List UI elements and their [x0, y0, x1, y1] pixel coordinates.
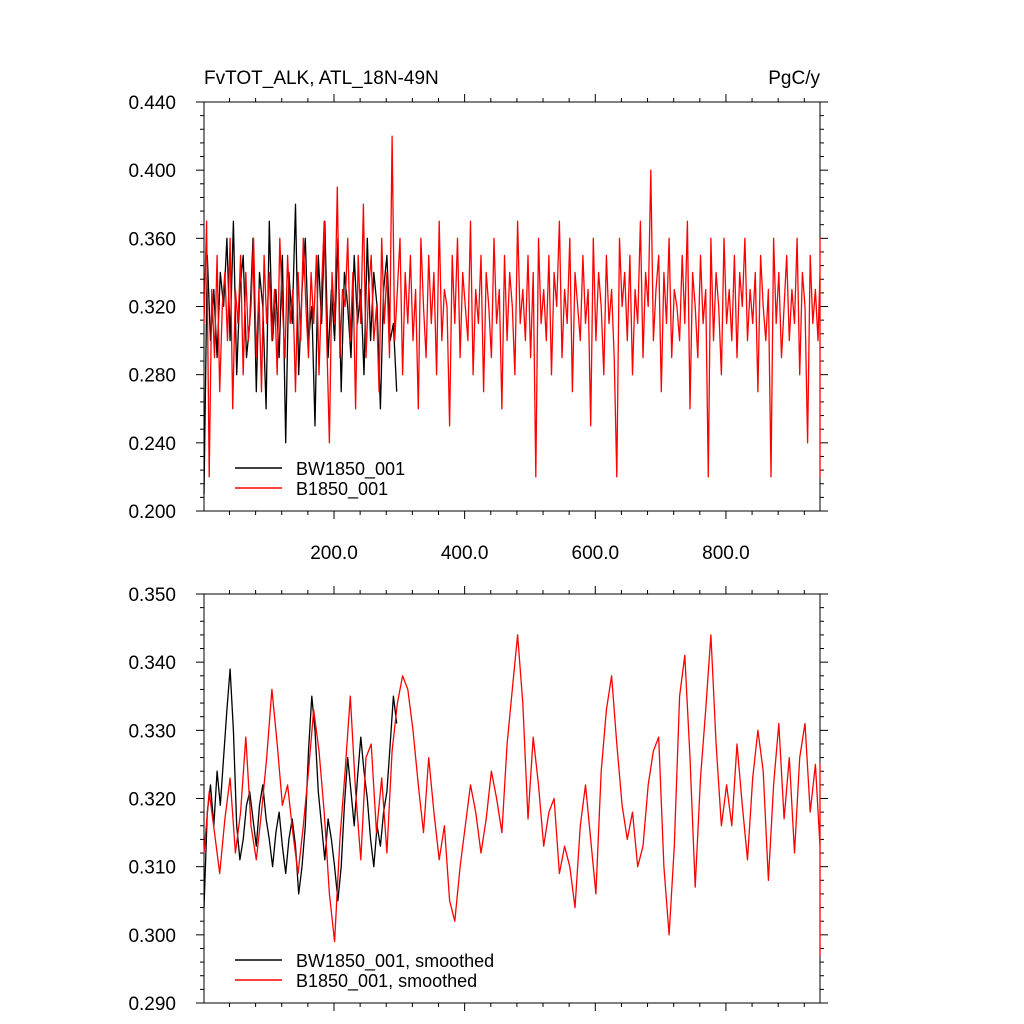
top-chart-tick-labels: 0.200 0.240 0.280 0.320 0.360 0.400 0.440 200.0…: [128, 93, 749, 564]
top-chart-legend-label-1: B1850_001: [296, 479, 388, 500]
top-chart-y-tick-label: 0.360: [128, 229, 176, 250]
bottom-chart-y-tick-label: 0.310: [128, 858, 176, 879]
top-chart-legend-label-0: BW1850_001: [296, 459, 405, 480]
top-chart-x-tick-label: 400.0: [441, 543, 489, 564]
bottom-chart-y-tick-label: 0.340: [128, 653, 176, 674]
top-chart-series: [203, 135, 821, 495]
bottom-chart-legend-label-0: BW1850_001, smoothed: [296, 951, 494, 972]
bottom-chart-series: [203, 634, 821, 956]
bottom-chart-y-tick-label: 0.290: [128, 994, 176, 1015]
bottom-chart-y-tick-label: 0.350: [128, 585, 176, 606]
bottom-chart-tick-labels: 0.290 0.300 0.310 0.320 0.330 0.340 0.350: [128, 585, 176, 1015]
top-chart-y-tick-label: 0.400: [128, 161, 176, 182]
top-chart-y-tick-label: 0.440: [128, 93, 176, 114]
units-label: PgC/y: [768, 68, 820, 89]
top-chart-x-tick-label: 200.0: [310, 543, 358, 564]
bottom-chart-y-tick-label: 0.330: [128, 721, 176, 742]
bottom-chart-legend-label-1: B1850_001, smoothed: [296, 971, 477, 992]
top-chart-panel: 0.200 0.240 0.280 0.320 0.360 0.400 0.440 200.0…: [128, 93, 828, 564]
top-chart-ticks: [196, 94, 828, 519]
top-chart-x-tick-label: 600.0: [572, 543, 620, 564]
top-chart-x-tick-label: 800.0: [702, 543, 750, 564]
figure-title: FvTOT_ALK, ATL_18N-49N: [204, 68, 439, 89]
bottom-chart-ticks: [196, 586, 828, 1011]
top-chart-series-line-1: [203, 135, 821, 478]
bottom-chart-y-tick-label: 0.320: [128, 790, 176, 811]
bottom-chart-series-line-1: [203, 634, 821, 956]
bottom-chart-y-tick-label: 0.300: [128, 926, 176, 947]
top-chart-y-tick-label: 0.240: [128, 434, 176, 455]
top-chart-y-tick-label: 0.200: [128, 502, 176, 523]
bottom-chart-panel: 0.290 0.300 0.310 0.320 0.330 0.340 0.350 BW18…: [128, 585, 828, 1015]
top-chart-y-tick-label: 0.280: [128, 366, 176, 387]
top-chart-y-tick-label: 0.320: [128, 298, 176, 319]
